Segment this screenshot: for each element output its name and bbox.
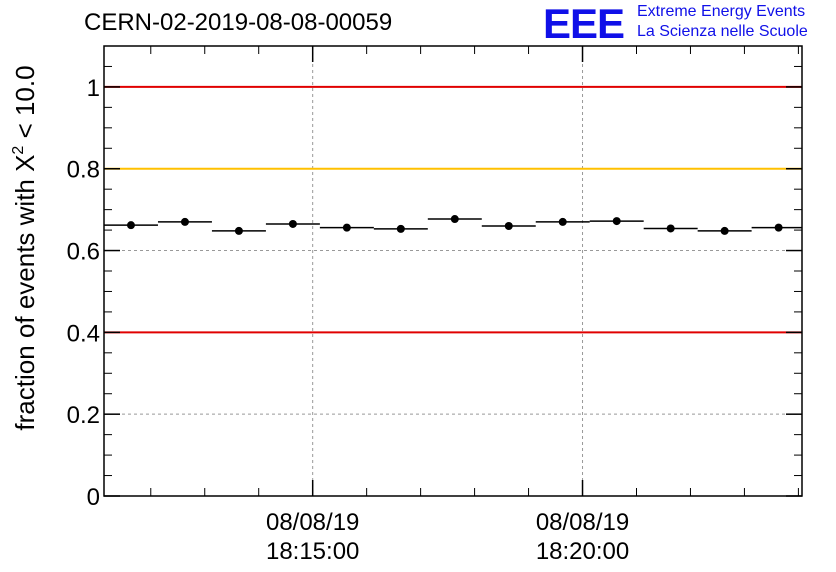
data-point: [450, 215, 459, 224]
y-tick-label: 0.6: [67, 239, 100, 266]
y-tick-label: 0.4: [67, 320, 100, 347]
logo-subtitle-line2: La Scienza nelle Scuole: [637, 23, 808, 40]
data-point: [288, 219, 297, 228]
logo-subtitle-line1: Extreme Energy Events: [637, 3, 806, 20]
data-layer: [104, 215, 802, 235]
x-tick-date-label: 08/08/19: [266, 509, 359, 536]
data-point: [720, 226, 729, 235]
data-point: [612, 217, 621, 226]
chart-title: CERN-02-2019-08-08-00059: [84, 9, 393, 36]
eee-logo: EEE: [543, 0, 625, 47]
y-tick-label: 1: [87, 75, 100, 102]
tick-layer: 00.20.40.60.8108/08/1918:15:0008/08/1918…: [67, 46, 802, 565]
data-point: [180, 217, 189, 226]
y-tick-label: 0.2: [67, 402, 100, 429]
x-tick-time-label: 18:20:00: [536, 538, 629, 565]
y-axis-label: fraction of events with X2 < 10.0: [10, 65, 40, 430]
data-point: [774, 223, 783, 232]
x-tick-date-label: 08/08/19: [536, 509, 629, 536]
data-point: [666, 224, 675, 233]
plot-frame: [103, 45, 803, 497]
data-point: [396, 224, 405, 233]
y-tick-label: 0.8: [67, 157, 100, 184]
data-point: [504, 222, 513, 230]
x-tick-time-label: 18:15:00: [266, 538, 359, 565]
data-point: [342, 223, 351, 232]
data-point: [126, 221, 135, 230]
data-point: [558, 217, 567, 226]
y-tick-label: 0: [87, 484, 100, 511]
reference-lines-layer: [104, 85, 802, 334]
data-point: [234, 226, 243, 235]
grid-layer: [104, 46, 802, 496]
